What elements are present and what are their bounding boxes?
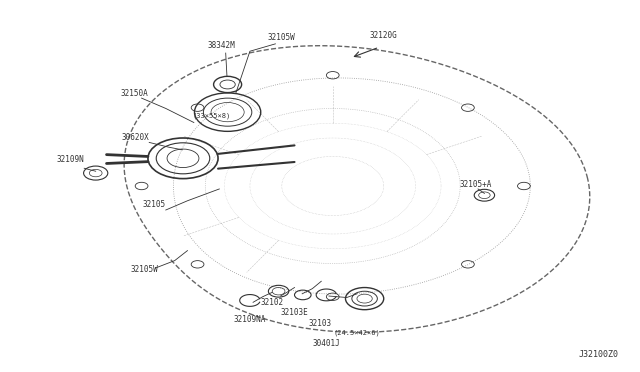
Text: 32109N: 32109N — [56, 155, 84, 164]
Text: 32103: 32103 — [308, 318, 332, 328]
Text: 30620X: 30620X — [122, 133, 149, 142]
Text: 30401J: 30401J — [312, 339, 340, 347]
Text: 32105+A: 32105+A — [460, 180, 492, 189]
Text: (33×55×8): (33×55×8) — [193, 113, 231, 119]
Text: (24.5×42×6): (24.5×42×6) — [333, 330, 380, 336]
Text: 32105: 32105 — [143, 201, 166, 209]
Text: 32103E: 32103E — [280, 308, 308, 317]
Text: 32150A: 32150A — [120, 89, 148, 97]
Text: J32100Z0: J32100Z0 — [578, 350, 618, 359]
Text: 32105W: 32105W — [131, 264, 159, 274]
Text: 32109NA: 32109NA — [234, 314, 266, 324]
Text: 32102: 32102 — [260, 298, 284, 307]
Text: 38342M: 38342M — [207, 41, 235, 49]
Text: 32120G: 32120G — [370, 31, 397, 40]
Text: 32105W: 32105W — [268, 33, 296, 42]
